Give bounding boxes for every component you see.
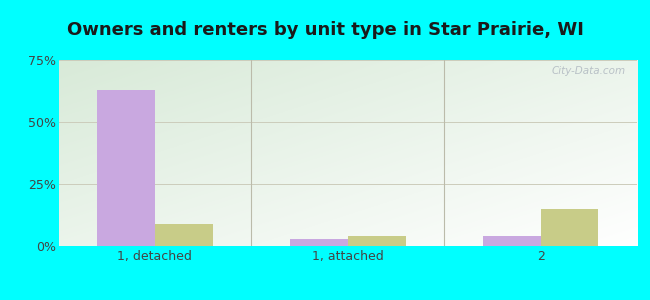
Bar xyxy=(290,238,348,246)
Text: Owners and renters by unit type in Star Prairie, WI: Owners and renters by unit type in Star … xyxy=(66,21,584,39)
Bar xyxy=(541,209,599,246)
Bar xyxy=(155,224,213,246)
Bar xyxy=(483,236,541,246)
Text: City-Data.com: City-Data.com xyxy=(551,66,625,76)
Bar xyxy=(97,90,155,246)
Bar xyxy=(348,236,406,246)
